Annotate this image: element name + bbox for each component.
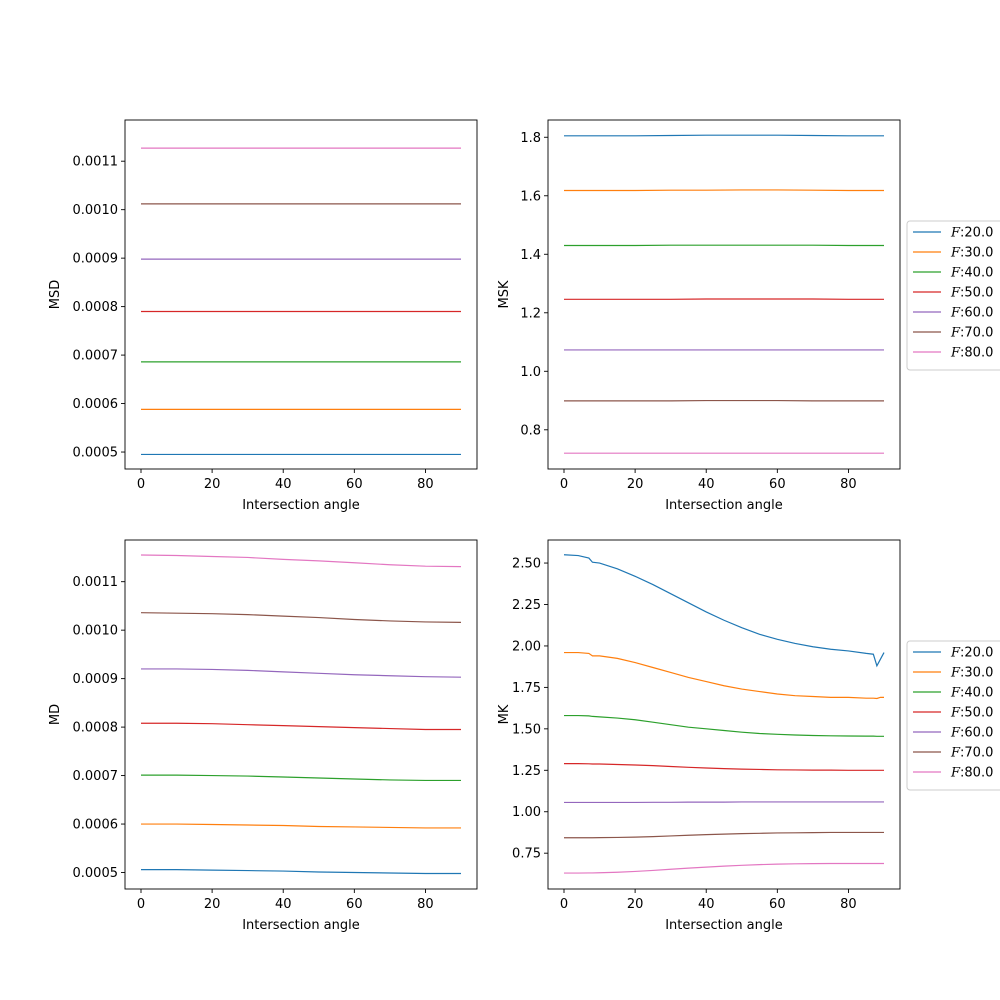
series-line-f-30-0 (564, 651, 884, 700)
series-line-f-60-0 (141, 668, 462, 678)
series-line-f-40-0 (564, 714, 884, 737)
y-tick-label: 1.75 (512, 681, 541, 696)
legend-entry: F:20.0 (950, 226, 993, 241)
legend-entry: F:60.0 (950, 726, 993, 741)
y-tick-label: 0.0010 (73, 203, 119, 218)
series-line-f-20-0 (141, 869, 461, 875)
y-tick-label: 1.2 (520, 306, 541, 321)
x-axis-label: Intersection angle (242, 498, 360, 513)
legend-entry: F:30.0 (950, 246, 993, 261)
series-line-f-20-0 (563, 554, 885, 668)
y-tick-label: 0.0010 (73, 624, 119, 639)
y-tick-label: 0.0011 (73, 575, 119, 590)
y-tick-label: 2.25 (512, 598, 541, 613)
legend-entry: F:80.0 (950, 346, 993, 361)
series-line-f-30-0 (141, 823, 461, 829)
x-tick-label: 20 (204, 897, 221, 912)
y-tick-label: 0.0005 (73, 446, 119, 461)
series-line-f-20-0 (564, 134, 884, 137)
legend-entry: F:60.0 (950, 306, 993, 321)
series-line-f-70-0 (140, 612, 462, 623)
legend-entry: F:30.0 (950, 666, 993, 681)
series-line-f-50-0 (141, 722, 461, 731)
x-tick-label: 60 (769, 897, 786, 912)
series-line-f-70-0 (564, 831, 884, 839)
legend-box (906, 220, 1000, 371)
axes-frame (124, 539, 478, 890)
legend: F:20.0 F:30.0 F:40.0 F:50.0 F:60.0 F:70.0 F:80… (906, 640, 1000, 791)
series-line-f-80-0 (564, 862, 884, 874)
x-axis-label: Intersection angle (665, 498, 783, 513)
y-tick-label: 0.8 (520, 423, 541, 438)
legend-box (906, 640, 1000, 791)
x-tick-label: 80 (840, 897, 857, 912)
axes-frame (547, 119, 901, 470)
y-tick-label: 1.25 (512, 764, 541, 779)
y-tick-label: 0.0008 (73, 300, 119, 315)
x-tick-label: 0 (560, 897, 568, 912)
y-tick-label: 0.0005 (73, 866, 119, 881)
legend: F:20.0 F:30.0 F:40.0 F:50.0 F:60.0 F:70.0 F:80… (906, 220, 1000, 371)
y-tick-label: 0.0006 (73, 397, 119, 412)
x-tick-label: 60 (346, 897, 363, 912)
subplot-msk: 0 20 40 60 80 0.8 1.0 1.2 1.4 1.6 1.8 Intersection … (497, 119, 901, 513)
subplot-md: 0 20 40 60 80 0.0005 0.0006 0.0007 0.0008 0.0009 0… (48, 539, 478, 933)
x-tick-label: 20 (627, 477, 644, 492)
y-axis-label: MSD (48, 280, 63, 309)
subplot-msd: 0 20 40 60 80 0.0005 0.0006 0.0007 0.0008 0.0009 0… (48, 119, 478, 513)
y-axis-label: MSK (497, 280, 512, 308)
y-tick-label: 0.0007 (73, 349, 119, 364)
y-tick-label: 0.0006 (73, 818, 119, 833)
y-tick-label: 0.0011 (73, 155, 119, 170)
y-axis-label: MD (48, 704, 63, 725)
x-tick-label: 0 (137, 477, 145, 492)
x-tick-label: 80 (417, 897, 434, 912)
y-tick-label: 1.8 (520, 131, 541, 146)
y-tick-label: 0.0007 (73, 769, 119, 784)
x-tick-label: 40 (275, 897, 292, 912)
legend-entry: F:20.0 (950, 646, 993, 661)
y-tick-label: 1.6 (520, 189, 541, 204)
series-line-f-40-0 (141, 774, 461, 782)
x-tick-label: 20 (204, 477, 221, 492)
x-tick-label: 20 (627, 897, 644, 912)
y-tick-label: 1.4 (520, 248, 541, 263)
y-tick-label: 2.50 (512, 557, 541, 572)
axes-frame (547, 539, 901, 890)
y-tick-label: 0.75 (512, 847, 541, 862)
x-tick-label: 80 (840, 477, 857, 492)
y-tick-label: 0.0008 (73, 721, 119, 736)
x-tick-label: 0 (560, 477, 568, 492)
x-tick-label: 40 (698, 477, 715, 492)
legend-entry: F:40.0 (950, 266, 993, 281)
y-tick-label: 1.00 (512, 805, 541, 820)
y-axis-label: MK (497, 704, 512, 724)
legend-entry: F:70.0 (950, 326, 993, 341)
x-tick-label: 80 (417, 477, 434, 492)
y-tick-label: 0.0009 (73, 252, 119, 267)
y-tick-label: 1.0 (520, 365, 541, 380)
legend-entry: F:80.0 (950, 766, 993, 781)
x-tick-label: 0 (137, 897, 145, 912)
x-axis-label: Intersection angle (665, 918, 783, 933)
y-tick-label: 0.0009 (73, 672, 119, 687)
legend-entry: F:70.0 (950, 746, 993, 761)
x-axis-label: Intersection angle (242, 918, 360, 933)
subplot-mk: 0 20 40 60 80 0.75 1.00 1.25 1.50 1.75 2.00 2.25 2.5… (497, 539, 901, 933)
y-tick-label: 2.00 (512, 639, 541, 654)
legend-entry: F:40.0 (950, 686, 993, 701)
x-tick-label: 40 (275, 477, 292, 492)
axes-frame (124, 119, 478, 470)
series-line-f-50-0 (564, 763, 884, 771)
legend-entry: F:50.0 (950, 706, 993, 721)
legend-entry: F:50.0 (950, 286, 993, 301)
x-tick-label: 60 (769, 477, 786, 492)
x-tick-label: 60 (346, 477, 363, 492)
series-line-f-30-0 (564, 189, 884, 192)
y-tick-label: 1.50 (512, 722, 541, 737)
x-tick-label: 40 (698, 897, 715, 912)
series-line-f-80-0 (140, 554, 462, 568)
